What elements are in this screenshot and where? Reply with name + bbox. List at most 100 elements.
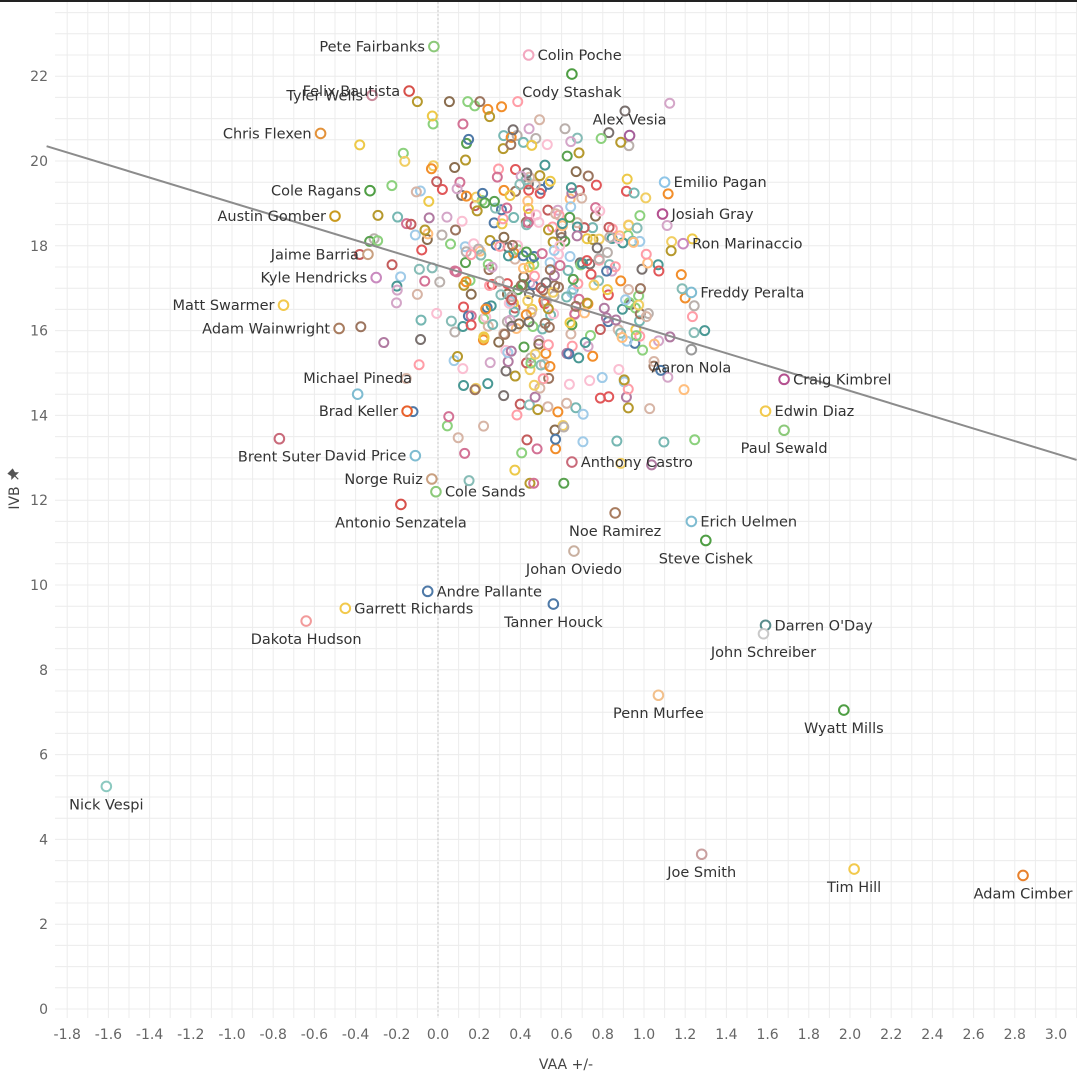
- data-point: [576, 192, 588, 204]
- labeled-data-point: [428, 40, 440, 53]
- data-point: [391, 284, 403, 296]
- labeled-data-point: [409, 449, 422, 462]
- data-point: [441, 420, 453, 432]
- data-point: [577, 436, 589, 448]
- point-label: David Price: [324, 449, 406, 465]
- data-point: [584, 375, 596, 387]
- data-point: [542, 303, 554, 315]
- y-tick-label: 12: [30, 493, 48, 509]
- data-point: [533, 334, 545, 346]
- data-point: [536, 248, 548, 260]
- data-point: [522, 195, 534, 207]
- data-point: [539, 159, 551, 171]
- data-point: [544, 175, 556, 187]
- data-point: [522, 217, 534, 229]
- data-point: [413, 359, 425, 371]
- data-point: [552, 406, 564, 418]
- data-point: [484, 234, 496, 246]
- y-tick-label: 6: [39, 748, 48, 764]
- data-point: [487, 318, 499, 330]
- point-label: Nick Vespi: [69, 797, 143, 813]
- data-point: [399, 155, 411, 167]
- point-label: Joe Smith: [666, 865, 736, 881]
- data-point: [579, 337, 591, 349]
- data-point: [581, 297, 593, 309]
- point-label: Ron Marinaccio: [692, 237, 803, 253]
- data-point: [459, 447, 471, 459]
- data-point: [540, 277, 552, 289]
- x-tick-label: 1.6: [756, 1027, 778, 1043]
- data-point: [508, 247, 520, 259]
- labeled-data-point: [401, 405, 413, 417]
- data-point: [686, 233, 698, 245]
- y-tick-label: 8: [39, 663, 48, 679]
- labeled-data-point: [778, 373, 790, 386]
- data-point: [593, 233, 605, 245]
- y-tick-label: 14: [30, 408, 48, 424]
- labeled-data-point: [395, 498, 407, 511]
- data-point: [457, 118, 469, 130]
- data-point: [516, 447, 528, 459]
- data-point: [501, 202, 513, 214]
- point-label: Tyler Wells: [285, 88, 363, 104]
- labeled-data-point: [273, 432, 286, 445]
- data-point: [522, 295, 534, 307]
- data-point: [662, 371, 674, 383]
- x-tick-label: 0.2: [468, 1027, 490, 1043]
- x-tick-label: -0.8: [260, 1027, 287, 1043]
- data-point: [571, 230, 583, 242]
- y-tick-label: 4: [39, 832, 48, 848]
- data-point: [488, 217, 500, 229]
- data-point: [452, 351, 464, 363]
- data-point: [460, 154, 472, 166]
- data-point: [661, 219, 673, 231]
- data-point: [421, 234, 433, 246]
- point-label: Michael Pineda: [303, 371, 412, 387]
- x-tick-label: 1.0: [633, 1027, 655, 1043]
- data-point: [601, 284, 613, 296]
- labeled-data-point: [759, 405, 772, 417]
- data-point: [454, 176, 466, 188]
- data-point: [508, 212, 520, 224]
- point-label: Alex Vesia: [593, 113, 667, 129]
- data-point: [450, 224, 462, 236]
- data-point: [423, 212, 435, 224]
- x-tick-label: -0.4: [342, 1027, 369, 1043]
- y-tick-label: 0: [39, 1002, 48, 1018]
- point-label: Tim Hill: [826, 880, 881, 896]
- x-tick-label: 1.8: [798, 1027, 820, 1043]
- data-point: [458, 301, 470, 313]
- y-tick-label: 10: [30, 578, 48, 594]
- data-point: [543, 224, 555, 236]
- data-point: [563, 348, 575, 360]
- data-point: [528, 477, 540, 489]
- point-label: Edwin Diaz: [775, 404, 855, 420]
- point-label: Norge Ruiz: [344, 472, 422, 488]
- data-point: [498, 231, 510, 243]
- data-point: [392, 211, 404, 223]
- y-axis-title: IVB: [7, 486, 23, 509]
- x-tick-label: 0.4: [509, 1027, 531, 1043]
- data-point: [507, 124, 519, 136]
- x-tick-label: 0.0: [427, 1027, 449, 1043]
- data-point: [662, 188, 674, 200]
- data-point: [460, 276, 472, 288]
- data-point: [666, 236, 678, 248]
- data-point: [484, 111, 496, 123]
- data-point: [655, 364, 667, 376]
- data-point: [633, 299, 645, 311]
- labeled-data-point: [695, 848, 708, 861]
- data-point: [614, 230, 626, 242]
- point-label: Anthony Castro: [581, 455, 693, 471]
- data-point: [565, 136, 577, 148]
- x-tick-label: 0.6: [550, 1027, 572, 1043]
- data-point: [594, 323, 606, 335]
- data-point: [504, 314, 516, 326]
- data-point: [499, 328, 511, 340]
- labeled-data-point: [700, 534, 712, 547]
- y-axis-title-group: IVB: [7, 468, 23, 510]
- data-point: [521, 167, 533, 179]
- x-tick-label: -1.8: [54, 1027, 81, 1043]
- data-point: [415, 333, 427, 345]
- data-point: [601, 265, 613, 277]
